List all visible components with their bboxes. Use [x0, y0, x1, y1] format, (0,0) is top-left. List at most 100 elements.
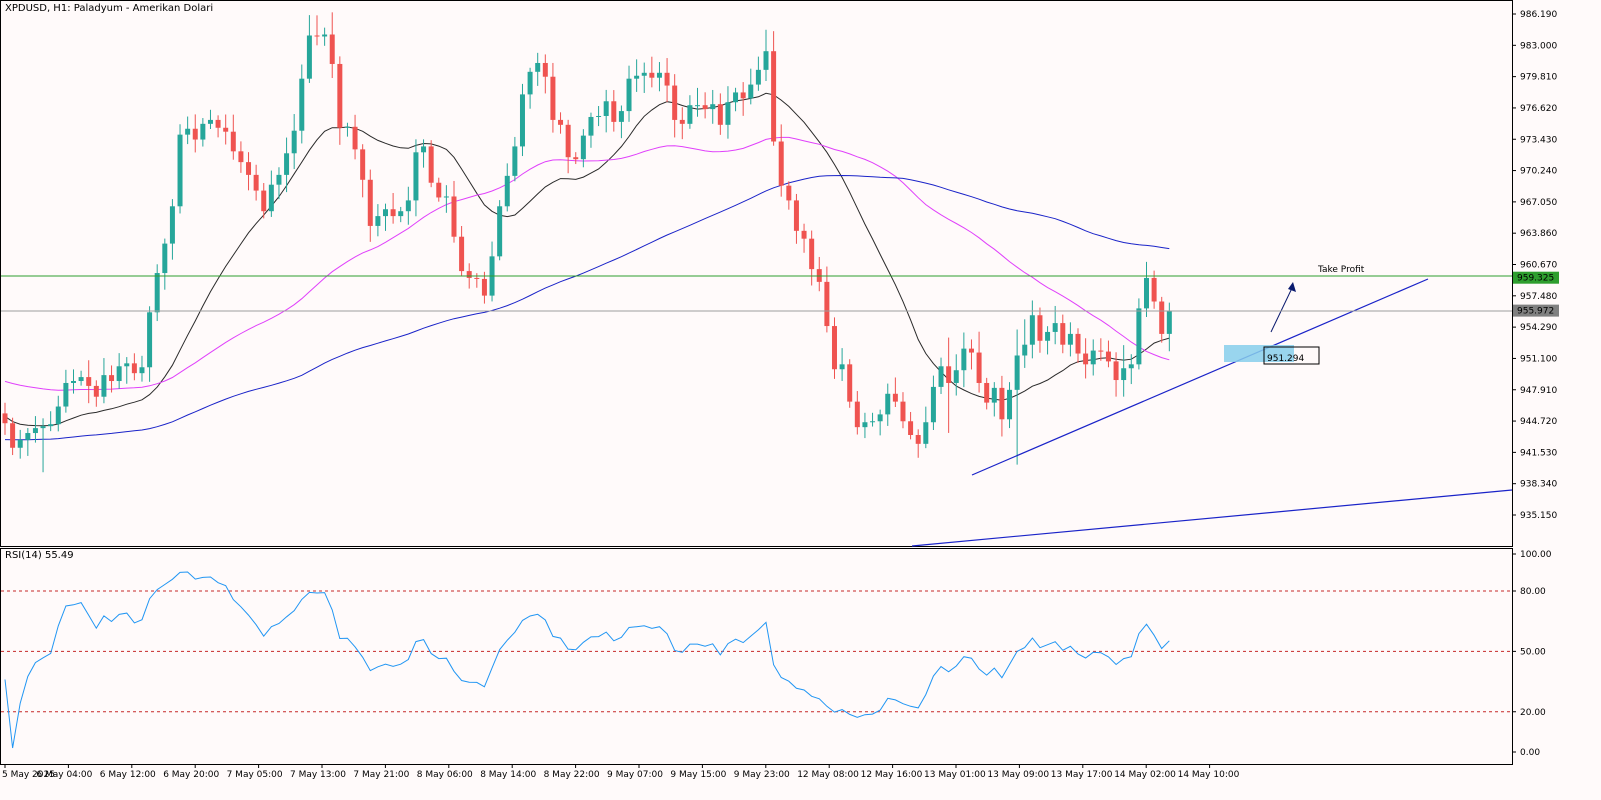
candle-body: [664, 72, 670, 86]
rsi-tick-label: 0.00: [1520, 748, 1540, 758]
candle-body: [504, 175, 510, 207]
x-tick-label: 9 May 07:00: [607, 770, 663, 780]
candle-body: [1151, 277, 1157, 302]
candle-body: [215, 119, 221, 128]
candle-body: [558, 119, 564, 125]
candle-body: [375, 216, 381, 226]
candle-body: [908, 421, 914, 436]
candle-body: [968, 348, 974, 353]
y-tick-label: 957.480: [1520, 292, 1557, 302]
candle-body: [824, 281, 830, 327]
candle-body: [588, 116, 594, 136]
candle-body: [1075, 333, 1081, 354]
candle-body: [70, 381, 76, 383]
x-tick-label: 8 May 22:00: [544, 770, 600, 780]
candle-body: [1090, 350, 1096, 365]
candle-body: [1113, 361, 1119, 381]
x-tick-label: 6 May 20:00: [163, 770, 219, 780]
candle-body: [1128, 364, 1134, 369]
candle-body: [1098, 350, 1104, 352]
entry-zone: [1224, 345, 1294, 362]
candle-body: [725, 102, 731, 125]
candle-body: [1159, 301, 1165, 334]
candle-body: [862, 422, 868, 428]
candle-body: [938, 366, 944, 387]
rsi-pane-border: [0, 548, 1513, 765]
candle-body: [147, 312, 153, 368]
rsi-line: [4, 571, 1170, 749]
candle-body: [299, 78, 305, 131]
price-label-text: 955.972: [1517, 307, 1554, 317]
candle-body: [649, 72, 655, 78]
entry-price-label: 951.294: [1267, 354, 1304, 364]
x-tick-label: 12 May 08:00: [797, 770, 859, 780]
candle-body: [1060, 323, 1066, 345]
candle-body: [230, 131, 236, 152]
x-tick-label: 13 May 09:00: [987, 770, 1049, 780]
candle-body: [984, 382, 990, 403]
candle-body: [261, 190, 267, 212]
candle-body: [497, 206, 503, 257]
y-tick-label: 979.810: [1520, 73, 1557, 83]
y-tick-label: 938.340: [1520, 480, 1557, 490]
rsi-tick-label: 80.00: [1520, 587, 1546, 597]
candle-body: [793, 200, 799, 231]
candle-body: [1022, 344, 1028, 356]
rising-trendline: [971, 278, 1429, 476]
candle-body: [733, 92, 739, 103]
candle-body: [314, 35, 320, 37]
candle-body: [443, 196, 449, 198]
candle-body: [596, 115, 602, 117]
candle-body: [55, 406, 61, 425]
rsi-tick-label: 50.00: [1520, 647, 1546, 657]
candle-body: [253, 174, 259, 191]
y-tick-label: 970.240: [1520, 167, 1557, 177]
candle-body: [367, 179, 373, 226]
candle-body: [634, 75, 640, 79]
candle-body: [999, 387, 1005, 420]
candle-body: [687, 105, 693, 124]
x-tick-label: 5 May 2025: [2, 770, 55, 780]
price-overlays: [1, 275, 1512, 365]
y-tick-label: 947.910: [1520, 386, 1557, 396]
candle-body: [116, 366, 122, 382]
candle-body: [86, 377, 92, 386]
ma-mid-line: [4, 136, 1170, 391]
candle-body: [923, 422, 929, 444]
candle-body: [786, 185, 792, 201]
candle-body: [48, 424, 54, 427]
y-tick-label: 941.530: [1520, 448, 1557, 458]
y-tick-label: 986.190: [1520, 10, 1557, 20]
main-pane-border: [0, 0, 1513, 547]
candle-body: [565, 124, 571, 158]
candle-body: [626, 78, 632, 112]
candle-body: [991, 387, 997, 403]
candle-body: [580, 135, 586, 160]
x-tick-label: 13 May 17:00: [1051, 770, 1113, 780]
candle-body: [778, 141, 784, 186]
candle-body: [847, 364, 853, 402]
candle-body: [1121, 368, 1127, 381]
candle-body: [656, 72, 662, 78]
candle-body: [839, 364, 845, 370]
rsi-pane: 100.00 80.00 50.00 20.00 0.00: [1, 550, 1552, 758]
candle-body: [695, 105, 701, 107]
candle-body: [268, 184, 274, 212]
y-tick-label: 963.860: [1520, 229, 1557, 239]
candle-body: [246, 162, 252, 175]
candlesticks: [2, 12, 1172, 473]
candle-body: [436, 182, 442, 198]
candle-body: [641, 72, 647, 76]
candle-body: [603, 101, 609, 116]
candle-body: [854, 401, 860, 428]
candle-body: [527, 71, 533, 95]
x-tick-label: 7 May 13:00: [290, 770, 346, 780]
candle-body: [405, 200, 411, 212]
x-tick-label: 6 May 12:00: [100, 770, 156, 780]
candle-body: [25, 433, 31, 440]
candle-body: [679, 119, 685, 124]
candle-body: [162, 243, 168, 274]
candle-body: [169, 206, 175, 244]
